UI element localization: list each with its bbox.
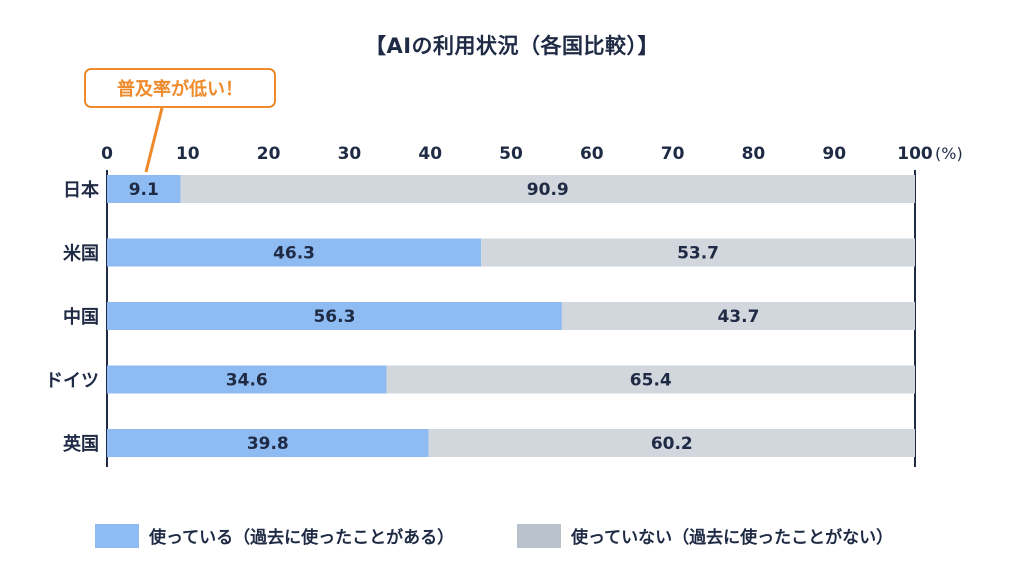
x-tick-label: 20: [257, 144, 281, 164]
legend-swatch-used: [95, 523, 139, 548]
bar-value-label: 53.7: [677, 244, 719, 264]
legend-label-not-used: 使っていない（過去に使ったことがない）: [571, 528, 894, 548]
low-adoption-callout: 普及率が低い！: [84, 68, 276, 108]
legend-item-used: 使っている（過去に使ったことがある）: [95, 523, 454, 548]
x-tick-label: 0: [101, 144, 113, 164]
x-tick-label: 100: [897, 144, 933, 164]
x-tick-label: 80: [742, 144, 766, 164]
legend-label-used: 使っている（過去に使ったことがある）: [149, 528, 455, 548]
bar-value-label: 90.9: [527, 180, 569, 200]
bar-not-used: [561, 302, 915, 330]
bar-not-used: [481, 238, 915, 267]
bar-used: [107, 238, 482, 267]
x-tick-label: 50: [499, 144, 523, 164]
bar-used: [107, 429, 429, 457]
bar-value-label: 39.8: [247, 434, 289, 454]
legend-item-not-used: 使っていない（過去に使ったことがない）: [517, 523, 893, 548]
category-label: ドイツ: [45, 371, 99, 392]
callout-pointer: [144, 107, 164, 173]
bars-group: 9.1 90.9 46.3 53.7 56.3 43.7 34.6 65.4 39.8 60.2: [107, 175, 915, 457]
x-tick-label: 60: [580, 144, 604, 164]
bar-used: [107, 302, 562, 330]
category-label: 中国: [63, 306, 99, 328]
legend-swatch-not-used: [517, 523, 561, 548]
x-tick-label: 10: [176, 144, 200, 164]
bar-not-used: [386, 365, 915, 394]
x-tick-label: 90: [822, 144, 846, 164]
bar-value-label: 46.3: [273, 244, 315, 264]
bar-used: [107, 175, 181, 203]
bar-value-label: 34.6: [226, 371, 268, 391]
bar-value-label: 56.3: [313, 307, 355, 327]
bar-value-label: 60.2: [651, 434, 693, 454]
category-label: 米国: [63, 243, 99, 265]
category-label: 英国: [62, 433, 99, 455]
x-tick-label: 40: [418, 144, 442, 164]
bar-value-label: 65.4: [630, 371, 672, 391]
x-tick-label: 30: [338, 144, 362, 164]
chart-title: 【AIの利用状況（各国比較）】: [364, 34, 660, 58]
x-axis-unit: (%): [935, 144, 963, 163]
bar-not-used: [180, 175, 915, 203]
bar-used: [107, 365, 387, 394]
bar-not-used: [428, 429, 915, 457]
callout-pointer-line: [144, 107, 164, 173]
bar-value-label: 9.1: [129, 180, 159, 200]
category-label: 日本: [63, 179, 99, 201]
bar-value-label: 43.7: [717, 307, 759, 327]
x-tick-label: 70: [661, 144, 685, 164]
x-axis: 0 10 20 30 40 50 60 70 80 90 100 (%): [101, 144, 963, 467]
